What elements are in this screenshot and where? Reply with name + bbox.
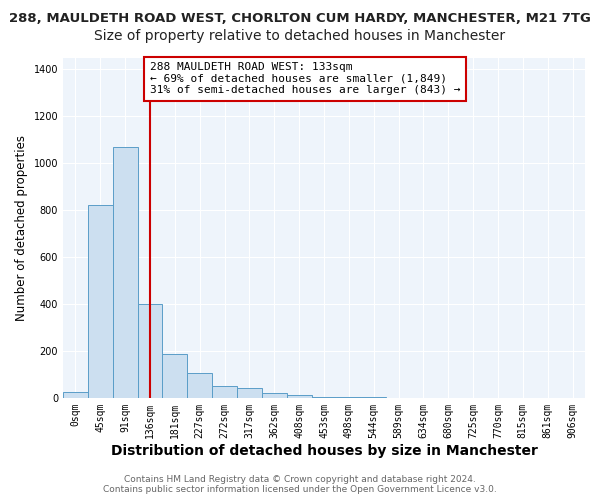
Text: 288 MAULDETH ROAD WEST: 133sqm
← 69% of detached houses are smaller (1,849)
31% : 288 MAULDETH ROAD WEST: 133sqm ← 69% of … xyxy=(150,62,461,96)
Bar xyxy=(88,206,113,398)
Text: Contains HM Land Registry data © Crown copyright and database right 2024.
Contai: Contains HM Land Registry data © Crown c… xyxy=(103,474,497,494)
Bar xyxy=(163,354,187,398)
Text: 288, MAULDETH ROAD WEST, CHORLTON CUM HARDY, MANCHESTER, M21 7TG: 288, MAULDETH ROAD WEST, CHORLTON CUM HA… xyxy=(9,12,591,26)
Bar xyxy=(237,388,262,398)
Bar xyxy=(212,386,237,398)
Bar xyxy=(311,396,337,398)
Bar xyxy=(287,396,311,398)
X-axis label: Distribution of detached houses by size in Manchester: Distribution of detached houses by size … xyxy=(110,444,538,458)
Bar xyxy=(137,304,163,398)
Bar xyxy=(113,146,137,398)
Bar xyxy=(187,373,212,398)
Bar xyxy=(63,392,88,398)
Text: Size of property relative to detached houses in Manchester: Size of property relative to detached ho… xyxy=(94,29,506,43)
Y-axis label: Number of detached properties: Number of detached properties xyxy=(15,134,28,320)
Bar xyxy=(262,393,287,398)
